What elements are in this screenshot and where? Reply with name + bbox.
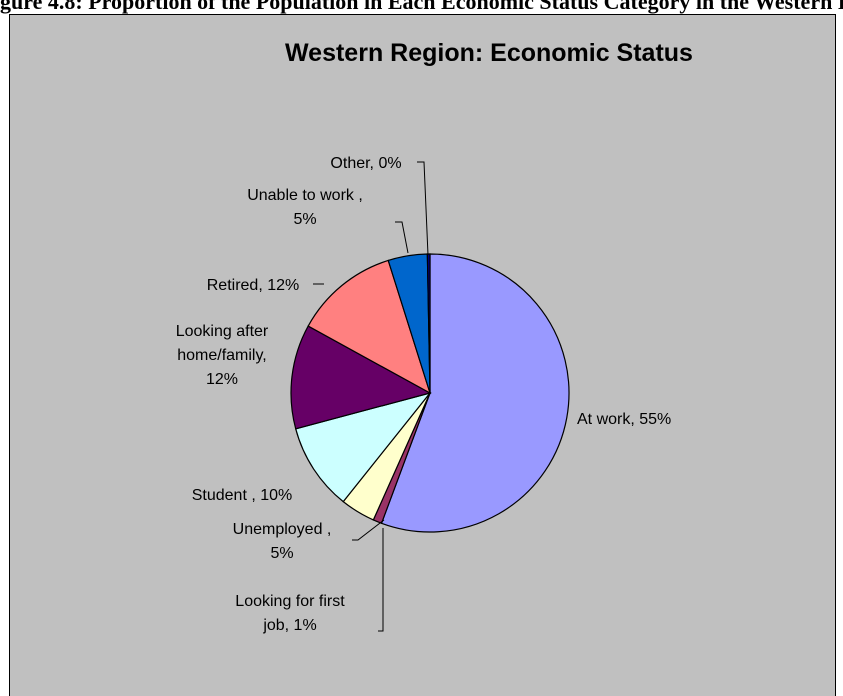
data-label-looking-for-first-job: Looking for first job, 1%	[235, 593, 345, 634]
leader-line-unable-to-work	[395, 221, 409, 254]
data-label-student: Student , 10%	[192, 487, 293, 504]
pie-slices	[290, 253, 570, 533]
pie-slice-other	[426, 253, 431, 394]
data-label-looking-after-home-family: Looking after home/family, 12%	[176, 323, 269, 388]
chart-title: Western Region: Economic Status	[285, 39, 693, 67]
data-label-unemployed: Unemployed , 5%	[233, 521, 332, 562]
data-label-retired: Retired, 12%	[207, 277, 300, 294]
leader-line-looking-for-first-job	[378, 528, 384, 632]
page-header: gure 4.8: Proportion of the Population i…	[0, 0, 843, 14]
pie-slice-at-work	[380, 253, 570, 533]
data-label-unable-to-work: Unable to work , 5%	[247, 187, 363, 228]
pie-slice-looking-after-home-family	[290, 325, 432, 430]
pie-slice-retired	[307, 259, 432, 395]
data-label-other: Other, 0%	[330, 155, 401, 172]
page-header-text: gure 4.8: Proportion of the Population i…	[0, 0, 843, 14]
leader-line-other	[417, 161, 429, 256]
data-label-at-work: At work, 55%	[577, 411, 671, 428]
leader-line-unemployed	[352, 519, 385, 541]
